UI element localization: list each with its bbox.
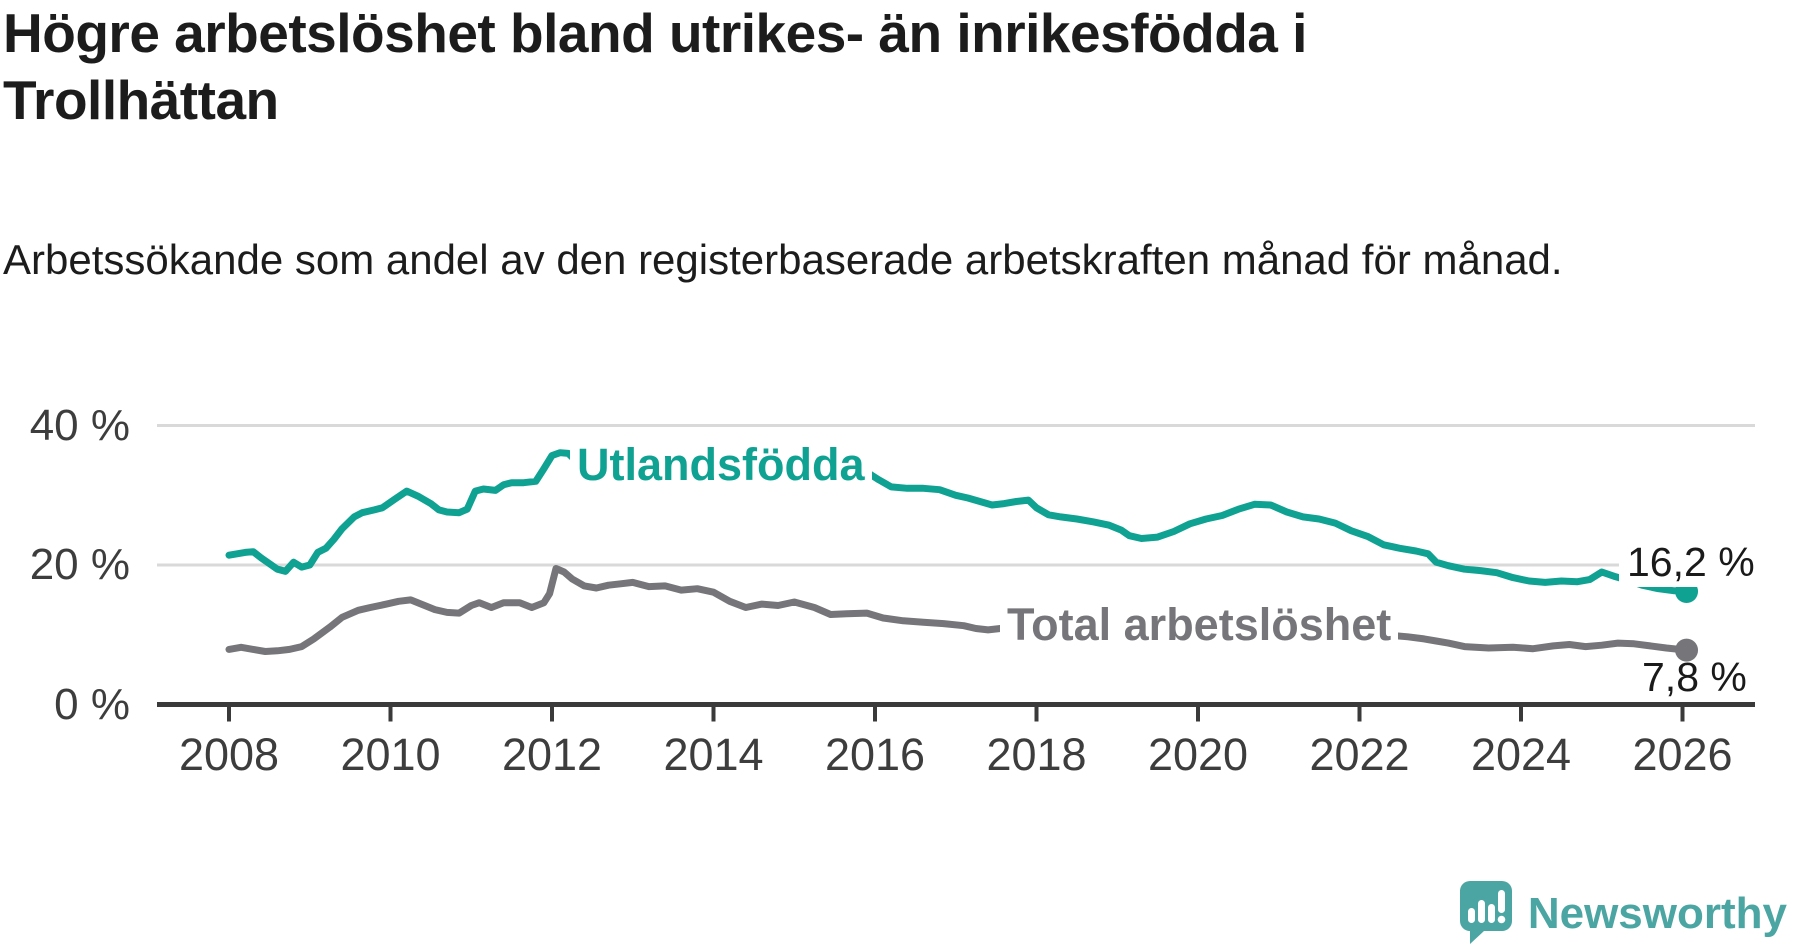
series-line-1 xyxy=(225,565,1690,655)
page-title: Högre arbetslöshet bland utrikes- än inr… xyxy=(3,2,1307,131)
series-line-0 xyxy=(225,449,1690,595)
series-label-utlandsfodda: Utlandsfödda xyxy=(570,441,872,488)
x-axis-tick-label: 2014 xyxy=(663,729,764,780)
x-axis-tick-label: 2018 xyxy=(986,729,1087,780)
newsworthy-logo: Newsworthy xyxy=(1459,881,1787,945)
x-axis-tick-label: 2016 xyxy=(824,729,926,780)
x-axis-tick-label: 2012 xyxy=(501,729,603,780)
end-value-label-total: 7,8 % xyxy=(1642,654,1747,700)
newsworthy-logo-text: Newsworthy xyxy=(1527,889,1787,938)
y-axis-tick-label: 20 % xyxy=(29,540,130,589)
x-axis-tick-label: 2010 xyxy=(340,729,441,780)
y-axis-tick-label: 40 % xyxy=(29,400,130,450)
series-end-dot-1 xyxy=(1675,638,1699,662)
x-axis-tick-label: 2026 xyxy=(1632,729,1733,780)
x-axis-tick-label: 2024 xyxy=(1470,729,1572,780)
y-axis-tick-label: 0 % xyxy=(54,679,130,729)
series-label-total-arbetsloshet: Total arbetslöshet xyxy=(1000,601,1399,648)
x-axis-tick-label: 2020 xyxy=(1147,729,1249,780)
x-axis-tick-label: 2008 xyxy=(178,729,280,780)
chart-subtitle: Arbetssökande som andel av den registerb… xyxy=(3,236,1563,283)
newsworthy-logo-icon xyxy=(1459,881,1512,944)
x-axis-tick-label: 2022 xyxy=(1309,729,1410,780)
end-value-label-utlandsfodda: 16,2 % xyxy=(1619,538,1763,588)
